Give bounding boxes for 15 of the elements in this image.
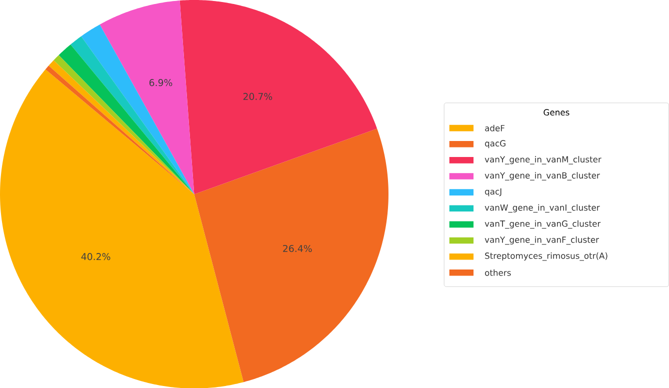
legend-title: Genes [544, 108, 570, 116]
legend-label: qacG [485, 140, 506, 148]
data-label: 20.7% [243, 92, 272, 100]
legend-label: vanW_gene_in_vanI_cluster [484, 204, 600, 212]
legend-label: adeF [485, 124, 504, 132]
legend-label: Streptomyces_rimosus_otr(A) [485, 252, 608, 261]
data-label: 6.9% [149, 78, 172, 86]
legend-label: vanY_gene_in_vanM_cluster [484, 156, 602, 164]
data-label: 40.2% [81, 252, 110, 260]
legend-label: vanY_gene_in_vanF_cluster [484, 236, 599, 244]
legend-label: vanY_gene_in_vanB_cluster [484, 172, 600, 180]
legend-label: qacJ [485, 188, 502, 196]
legend-label: vanT_gene_in_vanG_cluster [484, 220, 601, 228]
data-label: 26.4% [283, 244, 312, 252]
legend-label: others [485, 269, 511, 276]
